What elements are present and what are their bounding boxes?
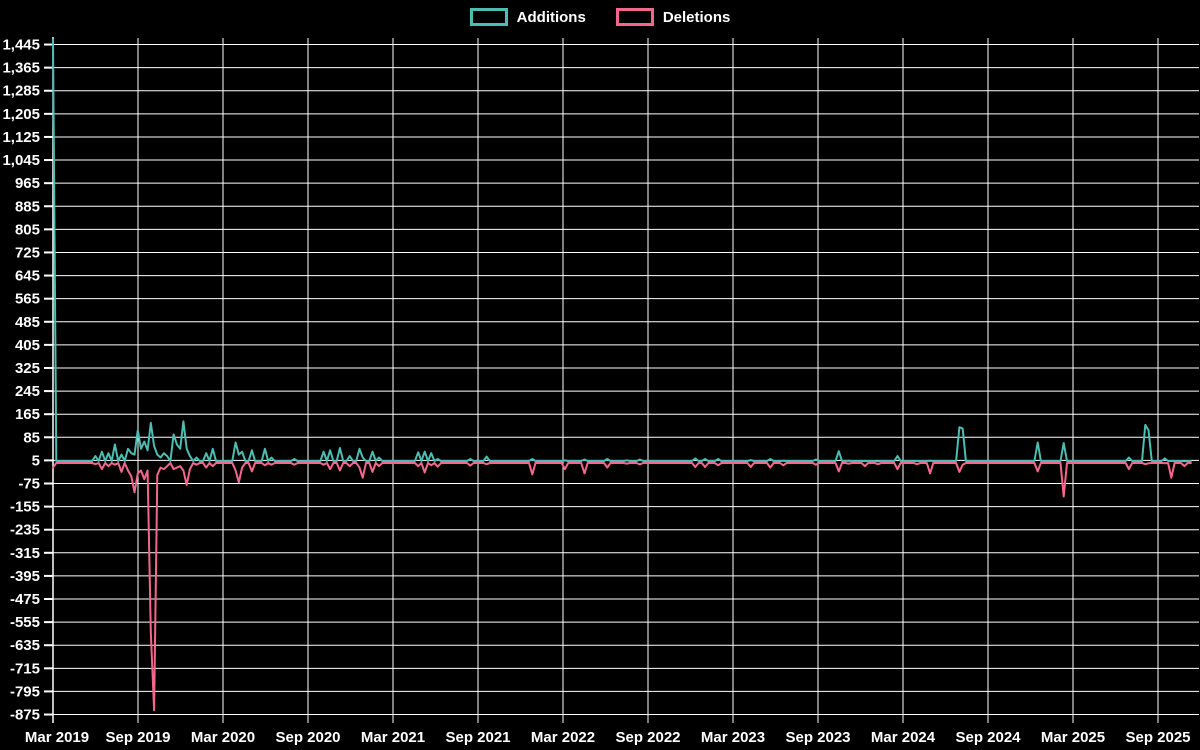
y-axis-label: 405 [15,337,40,354]
additions-line [52,38,1192,463]
y-axis-label: 1,045 [2,152,40,169]
y-axis-label: 165 [15,406,40,423]
deletions-swatch-icon [615,8,654,26]
y-axis-label: 85 [23,429,40,446]
y-axis-label: 5 [32,452,40,469]
x-axis-label: Sep 2019 [105,729,170,746]
y-axis-label: 245 [15,383,40,400]
y-axis-label: 645 [15,268,40,285]
y-axis-label: -235 [10,522,40,539]
x-axis-label: Sep 2023 [785,729,850,746]
y-axis-label: 1,445 [2,37,40,54]
y-axis-label: -635 [10,637,40,654]
legend-item-additions[interactable]: Additions [469,8,586,26]
y-axis-label: -555 [10,614,40,631]
x-axis-label: Mar 2024 [871,729,936,746]
y-axis-label: -875 [10,707,40,724]
deletions-legend-label: Deletions [662,8,731,26]
additions-swatch-icon [469,8,508,26]
y-axis-label: -75 [18,475,40,492]
x-axis-label: Sep 2024 [955,729,1021,746]
x-axis-label: Sep 2020 [275,729,340,746]
y-axis-label: -315 [10,545,40,562]
y-axis-label: 485 [15,314,40,331]
x-axis-label: Mar 2025 [1041,729,1105,746]
legend-item-deletions[interactable]: Deletions [615,8,731,26]
x-axis-label: Sep 2021 [445,729,510,746]
y-axis-label: -475 [10,591,40,608]
x-axis-label: Sep 2025 [1125,729,1190,746]
y-axis-label: 805 [15,221,40,238]
y-axis-label: 725 [15,244,40,261]
y-axis-label: 1,365 [2,60,40,77]
x-axis-label: Sep 2022 [615,729,680,746]
x-axis-label: Mar 2023 [701,729,765,746]
y-axis-label: 325 [15,360,40,377]
y-axis-label: 1,125 [2,129,40,146]
y-axis-label: 1,285 [2,83,40,100]
additions-legend-label: Additions [516,8,586,26]
y-axis-label: 965 [15,175,40,192]
y-axis-label: -395 [10,568,40,585]
y-axis-label: 565 [15,291,40,308]
deletions-line [52,462,1192,712]
y-axis-label: -715 [10,660,40,677]
x-axis-label: Mar 2019 [25,729,89,746]
y-axis-label: 885 [15,198,40,215]
y-axis-label: -155 [10,499,40,516]
x-axis-label: Mar 2021 [361,729,425,746]
chart-legend: Additions Deletions [0,8,1200,26]
y-axis-label: -795 [10,683,40,700]
y-axis-label: 1,205 [2,106,40,123]
x-axis-label: Mar 2020 [191,729,255,746]
x-axis-label: Mar 2022 [531,729,595,746]
